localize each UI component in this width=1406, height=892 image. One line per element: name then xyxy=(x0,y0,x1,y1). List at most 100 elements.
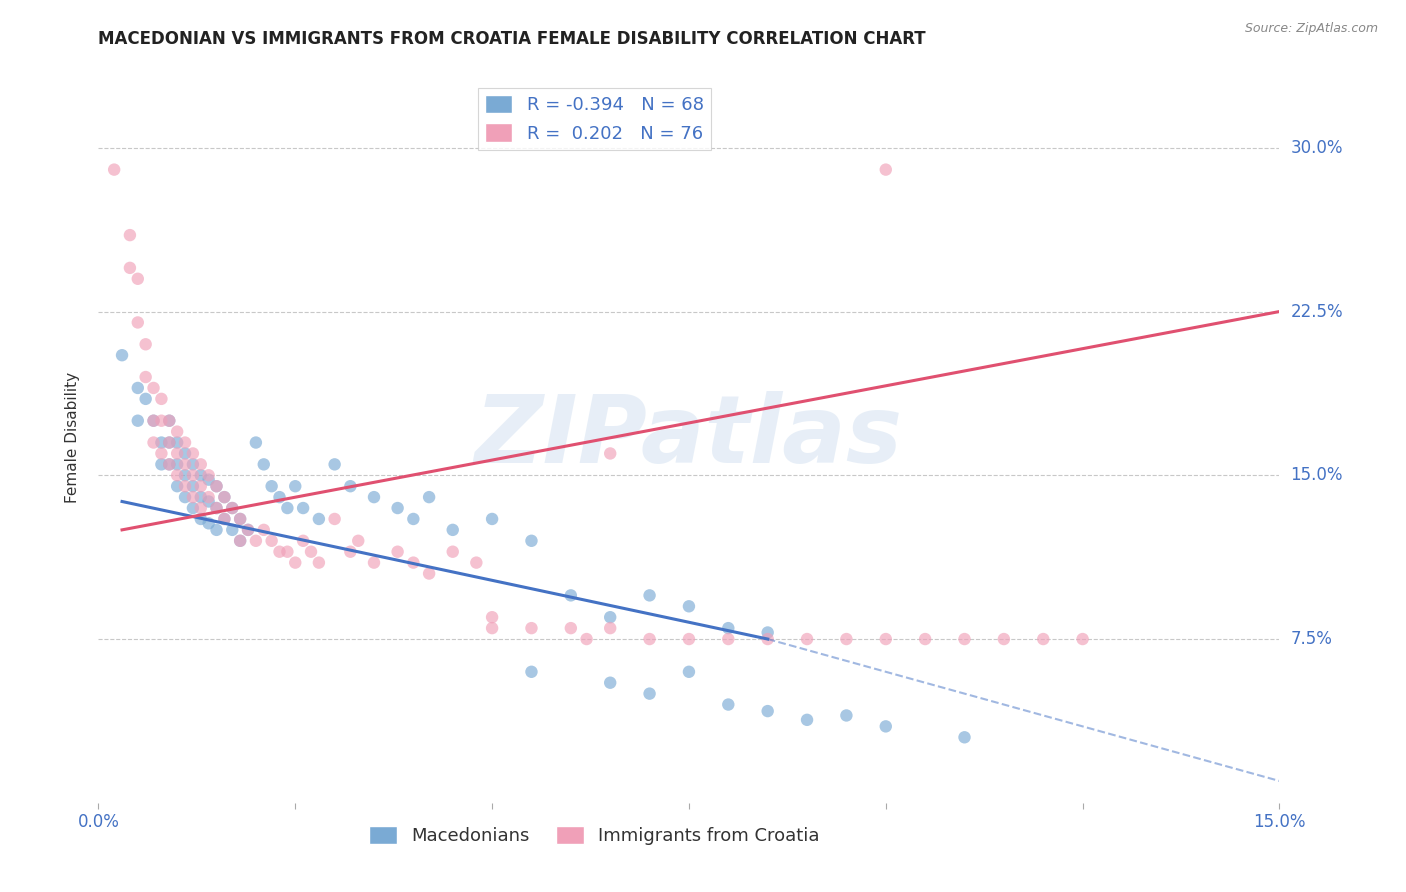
Point xyxy=(127,414,149,428)
Point xyxy=(157,414,180,428)
Point xyxy=(292,501,315,516)
Point xyxy=(875,162,897,177)
Point xyxy=(269,490,291,504)
Point xyxy=(253,523,276,537)
Text: MACEDONIAN VS IMMIGRANTS FROM CROATIA FEMALE DISABILITY CORRELATION CHART: MACEDONIAN VS IMMIGRANTS FROM CROATIA FE… xyxy=(98,29,927,47)
Point xyxy=(127,272,149,286)
Point xyxy=(599,446,621,460)
Point xyxy=(174,490,197,504)
Point xyxy=(142,414,165,428)
Legend: Macedonians, Immigrants from Croatia: Macedonians, Immigrants from Croatia xyxy=(363,819,827,852)
Point xyxy=(308,512,330,526)
Point xyxy=(127,381,149,395)
Point xyxy=(142,381,165,395)
Point xyxy=(260,479,283,493)
Point xyxy=(520,533,543,548)
Point xyxy=(717,632,740,646)
Point xyxy=(520,621,543,635)
Point xyxy=(157,435,180,450)
Point xyxy=(135,392,157,406)
Point xyxy=(276,501,298,516)
Point xyxy=(1032,632,1054,646)
Point xyxy=(678,632,700,646)
Point xyxy=(276,545,298,559)
Point xyxy=(174,468,197,483)
Point xyxy=(214,512,236,526)
Point xyxy=(599,621,621,635)
Point xyxy=(299,545,322,559)
Point xyxy=(229,533,252,548)
Point xyxy=(221,501,243,516)
Point xyxy=(284,479,307,493)
Point xyxy=(174,458,197,472)
Point xyxy=(150,414,173,428)
Point xyxy=(387,545,409,559)
Point xyxy=(717,698,740,712)
Text: 15.0%: 15.0% xyxy=(1291,467,1343,484)
Point xyxy=(717,621,740,635)
Point xyxy=(205,479,228,493)
Text: Source: ZipAtlas.com: Source: ZipAtlas.com xyxy=(1244,22,1378,36)
Point xyxy=(756,632,779,646)
Point xyxy=(229,533,252,548)
Point xyxy=(103,162,125,177)
Point xyxy=(253,458,276,472)
Point xyxy=(181,458,204,472)
Point xyxy=(142,414,165,428)
Point xyxy=(190,468,212,483)
Point xyxy=(157,458,180,472)
Point xyxy=(166,458,188,472)
Point xyxy=(953,632,976,646)
Point xyxy=(441,523,464,537)
Point xyxy=(236,523,259,537)
Point xyxy=(339,479,361,493)
Point xyxy=(181,446,204,460)
Point xyxy=(678,665,700,679)
Point xyxy=(174,446,197,460)
Point xyxy=(465,556,488,570)
Point xyxy=(560,621,582,635)
Point xyxy=(481,610,503,624)
Point xyxy=(236,523,259,537)
Point xyxy=(190,501,212,516)
Point xyxy=(197,468,219,483)
Point xyxy=(323,458,346,472)
Point xyxy=(993,632,1015,646)
Point xyxy=(190,490,212,504)
Point xyxy=(796,713,818,727)
Point xyxy=(418,490,440,504)
Point xyxy=(520,665,543,679)
Point xyxy=(142,435,165,450)
Text: 22.5%: 22.5% xyxy=(1291,302,1343,320)
Point xyxy=(796,632,818,646)
Point xyxy=(678,599,700,614)
Point xyxy=(174,479,197,493)
Point xyxy=(363,556,385,570)
Point xyxy=(638,588,661,602)
Point xyxy=(166,468,188,483)
Point xyxy=(214,490,236,504)
Point xyxy=(387,501,409,516)
Point xyxy=(363,490,385,504)
Text: 30.0%: 30.0% xyxy=(1291,139,1343,157)
Point xyxy=(205,501,228,516)
Point xyxy=(953,731,976,745)
Point xyxy=(190,512,212,526)
Point xyxy=(205,479,228,493)
Point xyxy=(205,501,228,516)
Point xyxy=(118,260,141,275)
Point xyxy=(323,512,346,526)
Point xyxy=(756,625,779,640)
Point xyxy=(402,512,425,526)
Point xyxy=(135,370,157,384)
Point xyxy=(157,414,180,428)
Point xyxy=(166,435,188,450)
Point xyxy=(127,315,149,329)
Point xyxy=(638,687,661,701)
Point xyxy=(292,533,315,548)
Point xyxy=(638,632,661,646)
Point xyxy=(575,632,598,646)
Point xyxy=(166,446,188,460)
Point xyxy=(150,458,173,472)
Text: 7.5%: 7.5% xyxy=(1291,630,1333,648)
